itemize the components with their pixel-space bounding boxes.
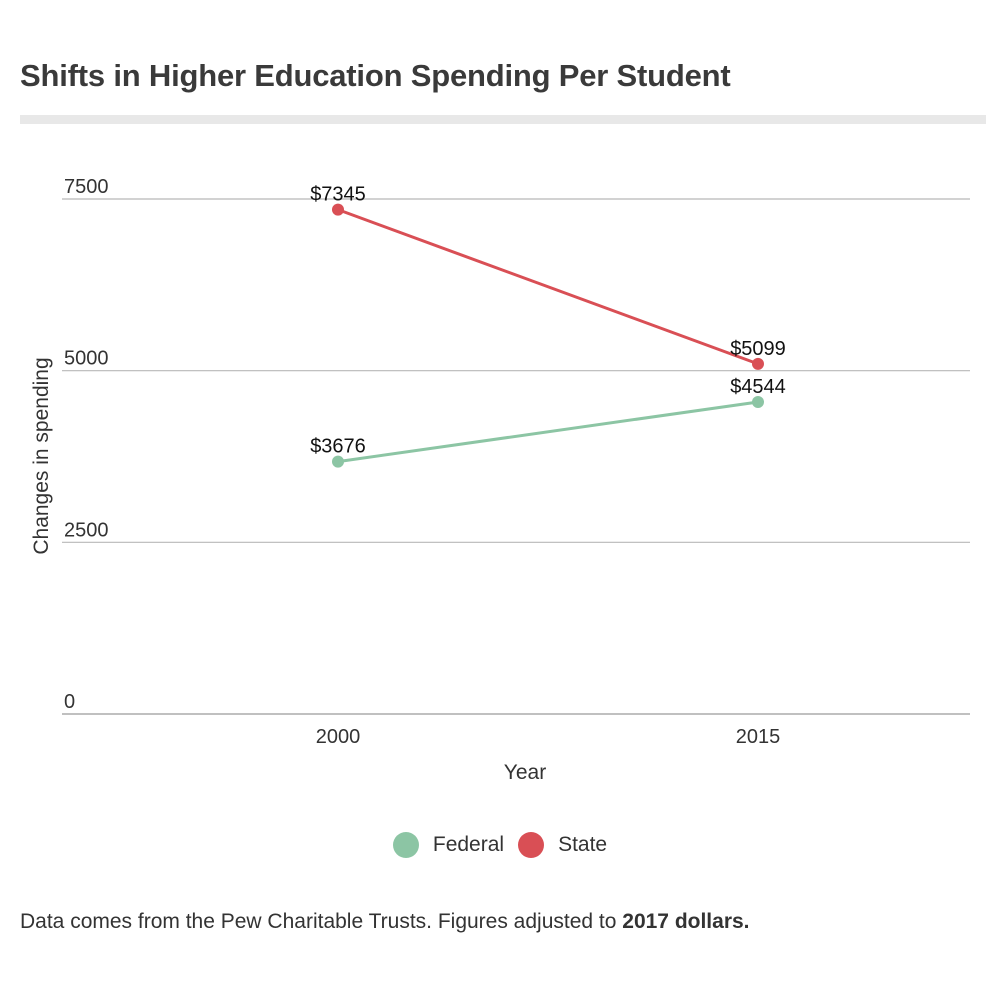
state-data-label-2000: $7345 <box>310 184 366 206</box>
federal-series-line <box>337 400 759 464</box>
x-axis-label: Year <box>504 761 546 784</box>
y-axis-label: Changes in spending <box>30 357 53 554</box>
line-chart: 0 2500 5000 7500 2000 2015 Year Changes in spen… <box>30 176 970 784</box>
source-note-text: Data comes from the Pew Charitable Trust… <box>20 910 623 933</box>
legend-swatch-state <box>518 832 545 858</box>
legend-item-state: State <box>518 832 607 858</box>
state-point-2000 <box>332 203 344 216</box>
legend-swatch-federal <box>392 832 419 858</box>
chart-title: Shifts in Higher Education Spending Per … <box>20 58 731 93</box>
legend-label-state: State <box>558 833 608 856</box>
source-note: Data comes from the Pew Charitable Trust… <box>20 910 750 934</box>
x-tick-label: 2000 <box>316 726 361 748</box>
y-tick-label: 2500 <box>64 519 109 541</box>
federal-data-label-2000: $3676 <box>310 436 366 458</box>
source-note-emphasis: 2017 dollars. <box>622 910 750 933</box>
federal-data-label-2015: $4544 <box>730 376 786 398</box>
legend-item-federal: Federal <box>392 832 505 858</box>
federal-point-2000 <box>332 455 344 468</box>
state-point-2015 <box>752 357 764 370</box>
x-tick-label: 2015 <box>736 726 781 748</box>
y-tick-label: 7500 <box>64 176 109 198</box>
y-tick-label: 5000 <box>64 348 109 370</box>
state-data-label-2015: $5099 <box>730 338 786 360</box>
title-divider <box>20 115 986 124</box>
legend: Federal State <box>0 832 1000 858</box>
y-tick-label: 0 <box>64 691 75 713</box>
state-series-line <box>337 208 759 366</box>
federal-point-2015 <box>752 395 764 408</box>
legend-label-federal: Federal <box>432 833 505 856</box>
